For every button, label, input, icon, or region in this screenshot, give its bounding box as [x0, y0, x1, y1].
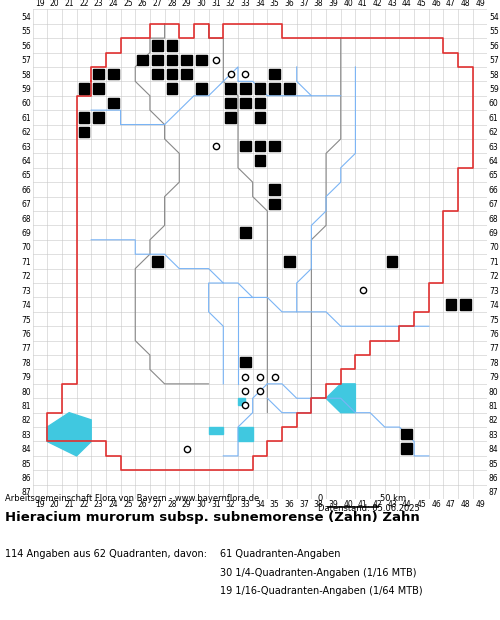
Text: 61 Quadranten-Angaben: 61 Quadranten-Angaben [220, 549, 340, 559]
Bar [208, 427, 224, 434]
Text: Hieracium murorum subsp. subnemorense (Zahn) Zahn: Hieracium murorum subsp. subnemorense (Z… [5, 511, 420, 524]
Text: 0: 0 [318, 494, 323, 503]
Bar [240, 98, 250, 108]
Bar [402, 443, 412, 454]
Bar [460, 299, 471, 310]
Bar [254, 98, 266, 108]
Bar [254, 112, 266, 123]
Bar [78, 126, 89, 137]
Bar [402, 429, 412, 440]
Bar [152, 256, 162, 267]
Text: 50 km: 50 km [380, 494, 406, 503]
Bar [152, 55, 162, 65]
Bar [240, 83, 250, 94]
Bar [238, 398, 246, 405]
Bar [108, 98, 118, 108]
Bar [226, 112, 236, 123]
Bar [138, 55, 148, 65]
Bar [270, 184, 280, 195]
Bar [94, 83, 104, 94]
Text: 19 1/16-Quadranten-Angaben (1/64 MTB): 19 1/16-Quadranten-Angaben (1/64 MTB) [220, 587, 422, 596]
Bar [152, 69, 162, 79]
Bar [78, 112, 89, 123]
Bar [94, 112, 104, 123]
Bar [166, 83, 177, 94]
Bar [166, 69, 177, 79]
Bar [152, 40, 162, 50]
Bar [108, 69, 118, 79]
Bar [182, 69, 192, 79]
Bar [254, 141, 266, 151]
Bar [196, 83, 206, 94]
Text: 114 Angaben aus 62 Quadranten, davon:: 114 Angaben aus 62 Quadranten, davon: [5, 549, 207, 559]
Text: 30 1/4-Quadranten-Angaben (1/16 MTB): 30 1/4-Quadranten-Angaben (1/16 MTB) [220, 568, 416, 578]
Bar [166, 55, 177, 65]
Bar [270, 83, 280, 94]
Bar [254, 156, 266, 166]
Bar [240, 228, 250, 238]
Bar [284, 256, 294, 267]
Bar [240, 357, 250, 368]
Bar [254, 83, 266, 94]
Bar [270, 69, 280, 79]
Bar [387, 256, 398, 267]
Bar [226, 83, 236, 94]
Bar [446, 299, 456, 310]
Bar [196, 55, 206, 65]
Bar [270, 141, 280, 151]
Bar [240, 141, 250, 151]
Bar [182, 55, 192, 65]
Bar [270, 198, 280, 209]
Bar [94, 69, 104, 79]
Bar [238, 427, 252, 441]
Bar [78, 83, 89, 94]
Bar [166, 40, 177, 50]
Text: Arbeitsgemeinschaft Flora von Bayern - www.bayernflora.de: Arbeitsgemeinschaft Flora von Bayern - w… [5, 494, 259, 503]
Bar [226, 98, 236, 108]
Bar [284, 83, 294, 94]
Polygon shape [47, 413, 91, 456]
Text: Datenstand: 05.06.2025: Datenstand: 05.06.2025 [318, 504, 419, 513]
Polygon shape [326, 384, 356, 413]
